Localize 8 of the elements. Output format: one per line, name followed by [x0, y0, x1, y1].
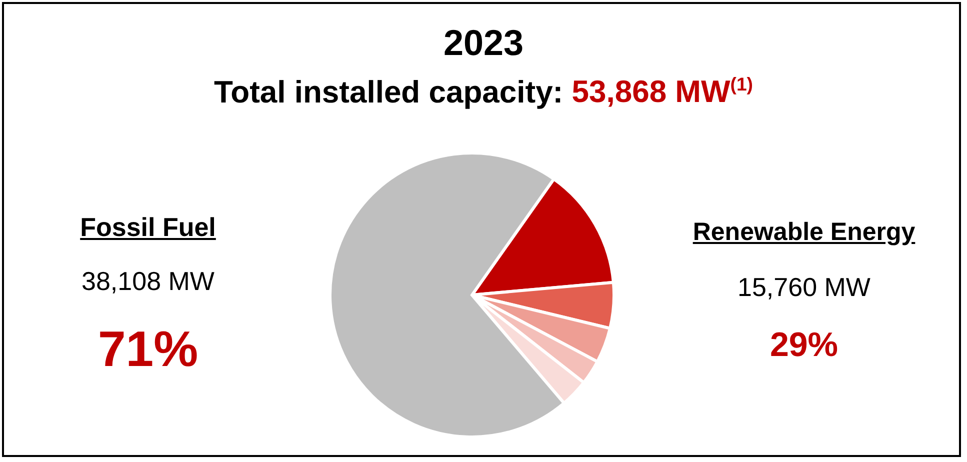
- text: 71%: [96, 320, 200, 378]
- text: Fossil Fuel: [79, 212, 217, 243]
- chart-subtitle: Total installed capacity: 53,868 MW$^{(1)}$: [213, 74, 754, 110]
- chart-title: 2023: [442, 22, 525, 64]
- text: Renewable Energy: [692, 218, 916, 247]
- text: 29%: [768, 326, 840, 365]
- text: 15,760 MW: [736, 272, 872, 303]
- text: 38,108 MW: [80, 266, 216, 297]
